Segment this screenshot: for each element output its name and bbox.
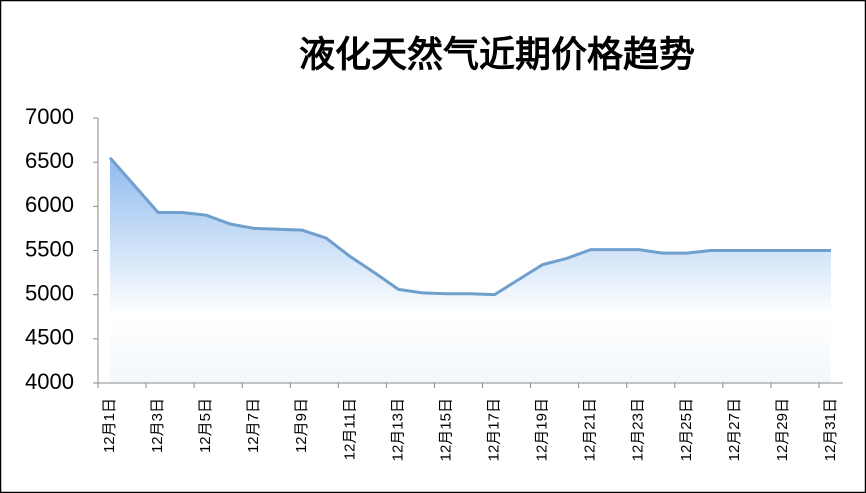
y-tick-label: 4500 (25, 325, 74, 350)
chart-title: 液化天然气近期价格趋势 (299, 34, 695, 75)
x-tick-label: 12月15日 (437, 398, 454, 461)
x-tick-label: 12月23日 (630, 398, 647, 461)
x-tick-label: 12月21日 (582, 398, 599, 461)
x-tick-label: 12月3日 (149, 398, 166, 453)
y-tick-label: 6000 (25, 192, 74, 217)
line (108, 156, 831, 297)
x-tick-label: 12月31日 (822, 398, 839, 461)
x-tick-label: 12月1日 (101, 398, 118, 453)
x-tick-label: 12月11日 (341, 398, 358, 460)
area (110, 157, 831, 383)
y-tick-label: 7000 (25, 104, 74, 129)
x-tick-label: 12月17日 (486, 398, 503, 461)
x-tick-label: 12月5日 (197, 398, 214, 453)
y-tick-label: 5000 (25, 280, 74, 305)
y-tick-label: 5500 (25, 236, 74, 261)
x-tick-label: 12月25日 (678, 398, 695, 461)
x-tick-label: 12月13日 (389, 398, 406, 461)
x-tick-label: 12月27日 (726, 398, 743, 461)
x-tick-label: 12月19日 (534, 398, 551, 461)
y-tick-label: 6500 (25, 148, 74, 173)
y-tick-label: 4000 (25, 369, 74, 394)
x-tick-label: 12月29日 (774, 398, 791, 461)
x-tick-label: 12月9日 (293, 398, 310, 453)
x-tick-label: 12月7日 (245, 398, 262, 453)
